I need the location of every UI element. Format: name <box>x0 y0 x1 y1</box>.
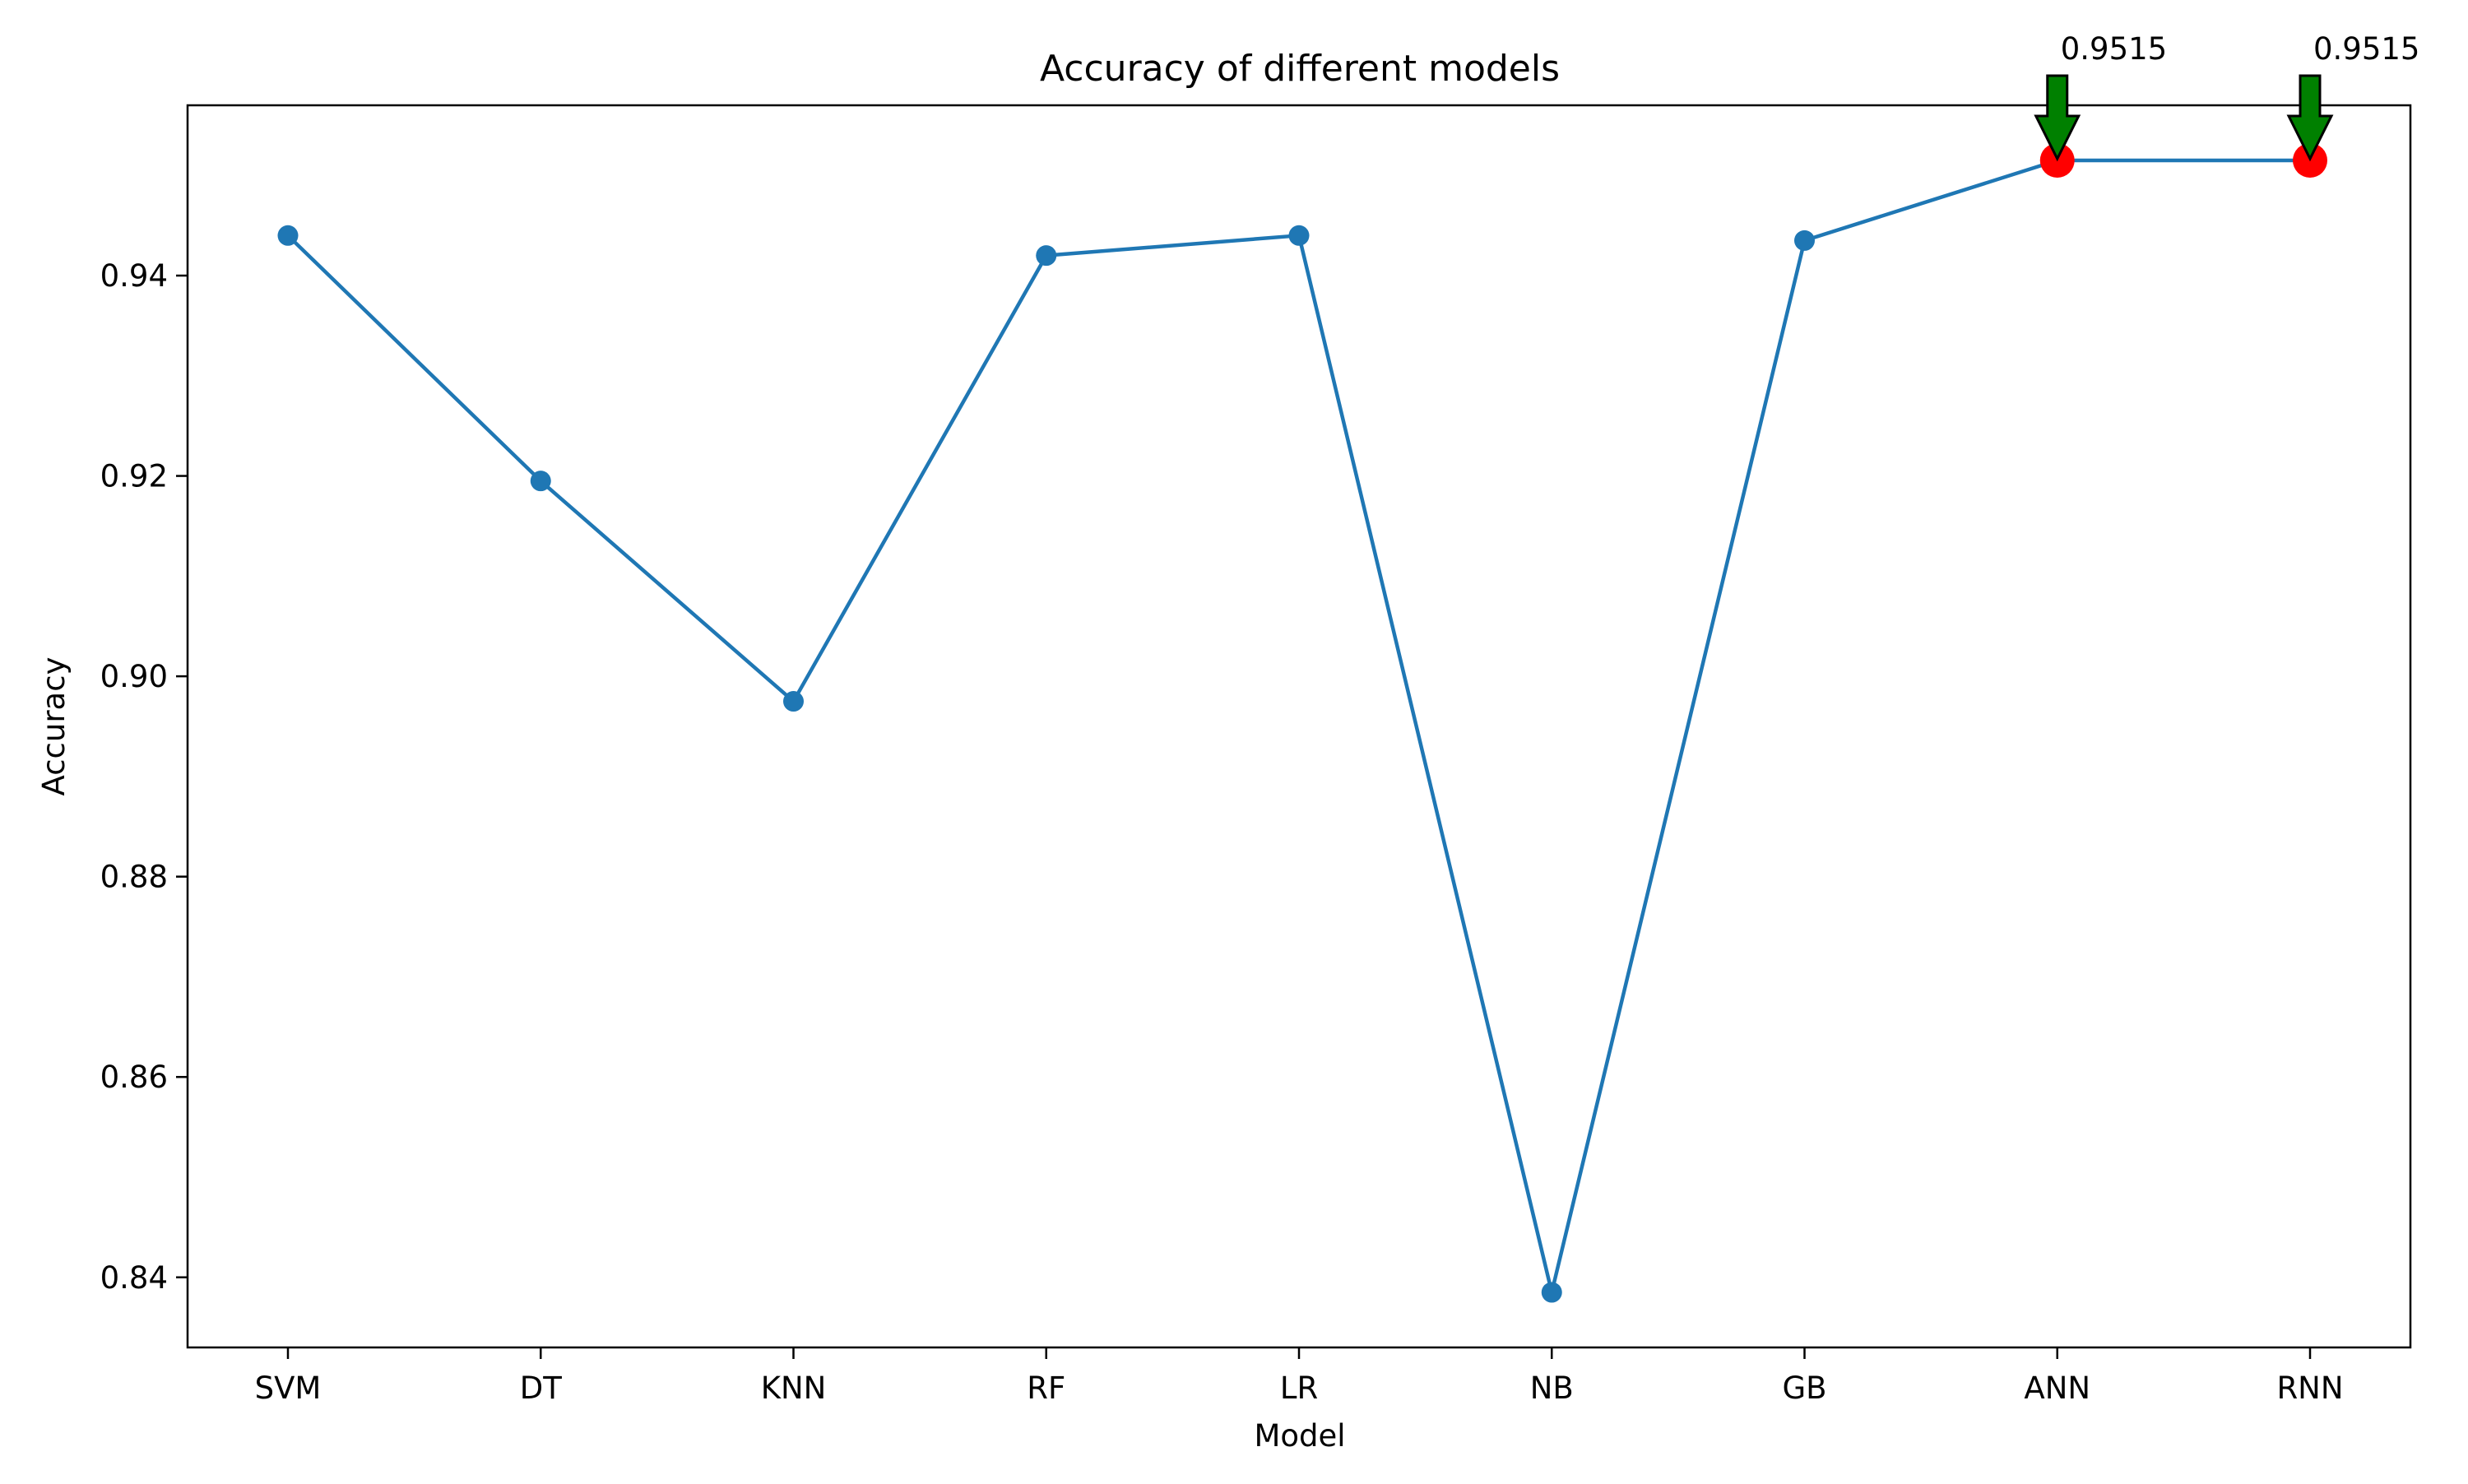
x-tick-label: ANN <box>2024 1370 2090 1406</box>
data-point <box>530 471 551 492</box>
x-tick-label: RF <box>1027 1370 1065 1406</box>
y-tick-label: 0.86 <box>100 1060 168 1095</box>
data-point <box>783 691 804 712</box>
chart-title: Accuracy of different models <box>1040 48 1560 90</box>
annotation-arrow <box>2286 74 2334 162</box>
y-tick-label: 0.84 <box>100 1260 168 1296</box>
data-point <box>1036 245 1057 267</box>
plot-area: 0.84 0.86 0.88 0.90 0.92 0.94 SVM DT KNN RF LR NB GB… <box>100 31 2420 1406</box>
y-axis-label: Accuracy <box>36 657 72 796</box>
x-tick-label: RNN <box>2276 1370 2343 1406</box>
data-point <box>1288 225 1310 246</box>
x-tick-label: GB <box>1782 1370 1826 1406</box>
y-tick-label: 0.90 <box>100 659 168 694</box>
data-point <box>1541 1282 1562 1303</box>
y-tick-label: 0.92 <box>100 459 168 494</box>
x-axis-label: Model <box>1254 1418 1345 1454</box>
x-tick-label: NB <box>1530 1370 1574 1406</box>
data-point <box>277 225 299 246</box>
x-tick-label: KNN <box>761 1370 827 1406</box>
data-point <box>1794 230 1815 251</box>
y-tick-label: 0.94 <box>100 258 168 294</box>
x-tick-label: LR <box>1280 1370 1318 1406</box>
annotation-label: 0.9515 <box>2313 31 2419 67</box>
annotation-label: 0.9515 <box>2061 31 2167 67</box>
y-tick-label: 0.88 <box>100 860 168 895</box>
annotation-arrow <box>2034 74 2081 162</box>
x-tick-label: DT <box>520 1370 562 1406</box>
x-tick-label: SVM <box>255 1370 322 1406</box>
